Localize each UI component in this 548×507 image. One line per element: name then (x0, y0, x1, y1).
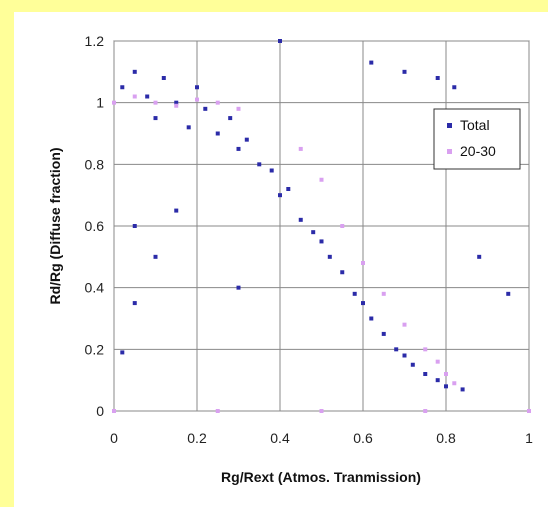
point-total (435, 76, 440, 80)
point-20-30 (132, 94, 137, 99)
point-total (452, 85, 457, 90)
point-total (278, 39, 282, 43)
point-total (410, 362, 415, 367)
x-tick-label: 0 (110, 430, 118, 446)
point-total (203, 106, 208, 111)
point-20-30 (423, 409, 428, 413)
point-total (319, 239, 324, 244)
point-total (161, 76, 166, 80)
point-total (244, 137, 249, 142)
y-axis-ticks: 0 0.2 0.4 0.6 0.8 1 1.2 (85, 33, 105, 419)
point-20-30 (112, 409, 116, 413)
point-total (435, 378, 440, 383)
legend-swatch-20-30 (447, 149, 452, 154)
point-total (460, 387, 465, 392)
y-tick-label: 0.4 (85, 280, 105, 296)
point-total (195, 85, 199, 90)
point-total (174, 208, 179, 213)
scatter-chart: 0 0.2 0.4 0.6 0.8 1 1.2 0 0.2 0.4 0.6 0.8 1 Rg/Rext… (47, 33, 533, 485)
point-20-30 (195, 97, 199, 102)
point-total (215, 131, 220, 136)
point-20-30 (361, 261, 365, 265)
point-total (361, 301, 365, 306)
x-tick-label: 0.2 (187, 430, 207, 446)
point-20-30 (452, 381, 457, 386)
point-20-30 (319, 409, 324, 413)
point-total (444, 384, 448, 389)
point-20-30 (435, 359, 440, 364)
point-total (381, 331, 386, 336)
point-20-30 (298, 146, 303, 151)
point-total (278, 193, 282, 198)
point-total (257, 162, 262, 167)
plot-area (112, 39, 531, 413)
y-tick-label: 0.2 (85, 341, 105, 357)
point-total (394, 347, 399, 352)
x-tick-label: 0.4 (270, 430, 290, 446)
x-tick-label: 0.6 (353, 430, 373, 446)
point-total (506, 291, 511, 296)
legend: Total 20-30 (433, 108, 521, 170)
y-tick-label: 0.8 (85, 156, 105, 172)
legend-swatch-total (447, 123, 452, 128)
point-total (311, 230, 316, 235)
x-tick-label: 1 (525, 430, 533, 446)
point-total (402, 353, 407, 358)
point-20-30 (319, 177, 324, 182)
point-total (352, 291, 357, 296)
point-total (153, 116, 158, 121)
y-tick-label: 1 (96, 95, 104, 111)
y-axis-title: Rd/Rg (Diffuse fraction) (47, 147, 63, 304)
point-20-30 (402, 322, 407, 327)
series-20-30 (112, 94, 531, 413)
point-total (477, 254, 482, 259)
point-total (236, 146, 241, 151)
point-20-30 (444, 372, 448, 376)
point-total (236, 285, 241, 290)
point-total (153, 254, 158, 259)
point-20-30 (527, 409, 531, 413)
y-tick-label: 0.6 (85, 218, 105, 234)
point-20-30 (112, 100, 116, 105)
point-20-30 (215, 409, 220, 413)
point-20-30 (236, 106, 241, 111)
point-total (120, 350, 125, 355)
point-20-30 (153, 100, 158, 105)
point-total (120, 85, 125, 90)
point-20-30 (381, 291, 386, 296)
point-total (369, 316, 374, 321)
point-total (132, 301, 137, 306)
point-total (327, 254, 332, 259)
point-total (340, 270, 345, 275)
y-tick-label: 1.2 (85, 33, 105, 49)
point-total (145, 94, 150, 99)
point-total (369, 60, 374, 65)
point-total (174, 100, 179, 105)
x-axis-ticks: 0 0.2 0.4 0.6 0.8 1 (110, 430, 533, 446)
point-20-30 (340, 224, 345, 228)
point-total (269, 168, 274, 173)
point-20-30 (215, 100, 220, 105)
point-total (423, 372, 428, 376)
point-total (298, 217, 303, 222)
point-total (402, 69, 407, 74)
x-axis-title: Rg/Rext (Atmos. Tranmission) (221, 469, 421, 485)
point-total (132, 224, 137, 228)
y-tick-label: 0 (96, 403, 104, 419)
legend-label-20-30: 20-30 (460, 143, 496, 159)
point-total (186, 125, 191, 130)
series-total (120, 39, 511, 392)
point-total (228, 116, 233, 121)
point-total (286, 187, 291, 191)
legend-label-total: Total (460, 117, 490, 133)
point-20-30 (423, 347, 428, 352)
chart-frame: 0 0.2 0.4 0.6 0.8 1 1.2 0 0.2 0.4 0.6 0.8 1 Rg/Rext… (14, 12, 548, 507)
legend-box (433, 108, 521, 170)
point-total (132, 69, 137, 74)
x-tick-label: 0.8 (436, 430, 456, 446)
point-20-30 (174, 103, 179, 108)
